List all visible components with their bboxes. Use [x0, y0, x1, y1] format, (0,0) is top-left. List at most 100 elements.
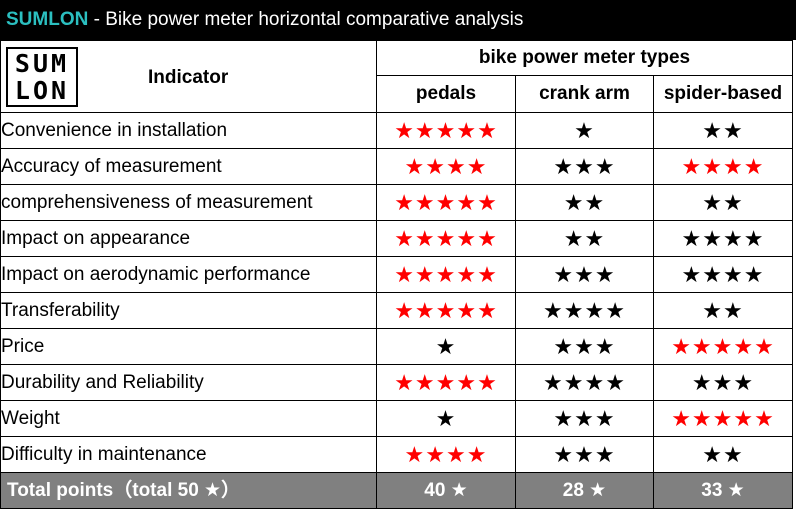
- rating-pedals: ★★★★★: [376, 220, 516, 257]
- star-rating: ★★★★★: [394, 262, 498, 287]
- rating-crank-arm: ★★★★: [515, 292, 654, 329]
- rating-spider-based: ★★★★: [653, 148, 793, 185]
- rating-spider-based: ★★★: [653, 364, 793, 401]
- rating-pedals: ★★★★★: [376, 256, 516, 293]
- rating-pedals: ★★★★★: [376, 292, 516, 329]
- star-rating: ★★★★★: [671, 334, 775, 359]
- rating-crank-arm: ★★★: [515, 256, 654, 293]
- header-row-columns: pedals crank arm spider-based: [1, 75, 793, 113]
- star-rating: ★★★★: [681, 226, 765, 251]
- star-rating: ★★★★: [681, 154, 765, 179]
- indicator-label: Convenience in installation: [0, 112, 377, 149]
- star-rating: ★★: [702, 190, 744, 215]
- rating-pedals: ★: [376, 328, 516, 365]
- star-rating: ★★★: [553, 442, 616, 467]
- star-rating: ★: [435, 406, 457, 431]
- star-rating: ★★: [702, 118, 744, 143]
- rating-spider-based: ★★: [653, 292, 793, 329]
- table-row: Transferability ★★★★★ ★★★★ ★★: [0, 292, 793, 329]
- rating-crank-arm: ★★★: [515, 400, 654, 437]
- table-row: Convenience in installation ★★★★★ ★ ★★: [0, 112, 793, 149]
- star-rating: ★★★★★: [394, 118, 498, 143]
- rating-pedals: ★: [376, 400, 516, 437]
- indicator-label: Impact on appearance: [0, 220, 377, 257]
- table-row: Impact on appearance ★★★★★ ★★ ★★★★: [0, 220, 793, 257]
- total-row: Total points（total 50 ★） 40 ★ 28 ★ 33 ★: [0, 472, 793, 509]
- star-rating: ★★★: [553, 406, 616, 431]
- table-row: comprehensiveness of measurement ★★★★★ ★★ ★…: [0, 184, 793, 221]
- rating-spider-based: ★★: [653, 436, 793, 473]
- indicator-header: Indicator: [148, 67, 229, 88]
- total-pedals: 40 ★: [376, 472, 516, 509]
- rating-spider-based: ★★★★: [653, 220, 793, 257]
- indicator-label: comprehensiveness of measurement: [0, 184, 377, 221]
- logo-line-2: LON: [14, 76, 70, 105]
- sumlon-logo: SUM LON: [6, 47, 78, 107]
- logo-line-1: SUM: [14, 49, 70, 78]
- rating-crank-arm: ★: [515, 112, 654, 149]
- rating-crank-arm: ★★: [515, 220, 654, 257]
- indicator-label: Difficulty in maintenance: [0, 436, 377, 473]
- star-rating: ★★: [563, 190, 606, 215]
- title-bar: SUMLON - Bike power meter horizontal com…: [0, 0, 796, 40]
- indicator-label: Weight: [0, 400, 377, 437]
- star-rating: ★★: [702, 298, 744, 323]
- rating-pedals: ★★★★: [376, 148, 516, 185]
- rating-pedals: ★★★★★: [376, 364, 516, 401]
- star-rating: ★★★★★: [394, 370, 498, 395]
- rating-spider-based: ★★: [653, 112, 793, 149]
- star-rating: ★★★★★: [394, 298, 498, 323]
- star-rating: ★: [435, 334, 457, 359]
- comparison-table: SUM LON Indicator bike power meter types…: [0, 40, 793, 509]
- star-rating: ★★★: [553, 334, 616, 359]
- indicator-label: Accuracy of measurement: [0, 148, 377, 185]
- table-row: Accuracy of measurement ★★★★ ★★★ ★★★★: [0, 148, 793, 185]
- indicator-header-cell: SUM LON Indicator: [0, 40, 377, 113]
- title-brand: SUMLON: [6, 9, 89, 30]
- star-rating: ★: [574, 118, 595, 143]
- column-header-crank-arm: crank arm: [515, 75, 654, 113]
- star-rating: ★★★★: [543, 298, 626, 323]
- star-rating: ★★★★: [543, 370, 626, 395]
- rating-pedals: ★★★★: [376, 436, 516, 473]
- column-header-spider-based: spider-based: [653, 75, 793, 113]
- star-rating: ★★★: [691, 370, 755, 395]
- table-row: Impact on aerodynamic performance ★★★★★ ★★…: [0, 256, 793, 293]
- indicator-label: Impact on aerodynamic performance: [0, 256, 377, 293]
- rating-crank-arm: ★★★: [515, 328, 654, 365]
- rating-pedals: ★★★★★: [376, 184, 516, 221]
- total-spider-based: 33 ★: [653, 472, 793, 509]
- rating-spider-based: ★★★★: [653, 256, 793, 293]
- star-rating: ★★★★: [681, 262, 765, 287]
- rating-spider-based: ★★★★★: [653, 328, 793, 365]
- total-crank-arm: 28 ★: [515, 472, 654, 509]
- table-row: Price ★ ★★★ ★★★★★: [0, 328, 793, 365]
- header-row-group: SUM LON Indicator bike power meter types: [0, 40, 793, 113]
- star-rating: ★★★★★: [394, 226, 498, 251]
- star-rating: ★★: [702, 442, 744, 467]
- rating-spider-based: ★★★★★: [653, 400, 793, 437]
- column-header-pedals: pedals: [376, 75, 516, 113]
- total-label: Total points（total 50 ★）: [0, 472, 377, 509]
- table-row: Difficulty in maintenance ★★★★ ★★★ ★★: [0, 436, 793, 473]
- star-rating: ★★★★: [404, 154, 488, 179]
- star-rating: ★★★★: [404, 442, 488, 467]
- table-row: Weight ★ ★★★ ★★★★★: [0, 400, 793, 437]
- table-row: Durability and Reliability ★★★★★ ★★★★ ★★★: [0, 364, 793, 401]
- indicator-label: Durability and Reliability: [0, 364, 377, 401]
- rating-crank-arm: ★★: [515, 184, 654, 221]
- rating-pedals: ★★★★★: [376, 112, 516, 149]
- indicator-label: Transferability: [0, 292, 377, 329]
- star-rating: ★★: [563, 226, 606, 251]
- rating-crank-arm: ★★★: [515, 148, 654, 185]
- star-rating: ★★★: [553, 154, 616, 179]
- title-text: - Bike power meter horizontal comparativ…: [88, 9, 524, 30]
- star-rating: ★★★★★: [671, 406, 775, 431]
- star-rating: ★★★: [553, 262, 616, 287]
- rating-spider-based: ★★: [653, 184, 793, 221]
- group-header: bike power meter types: [376, 40, 793, 76]
- rating-crank-arm: ★★★: [515, 436, 654, 473]
- star-rating: ★★★★★: [394, 190, 498, 215]
- indicator-label: Price: [0, 328, 377, 365]
